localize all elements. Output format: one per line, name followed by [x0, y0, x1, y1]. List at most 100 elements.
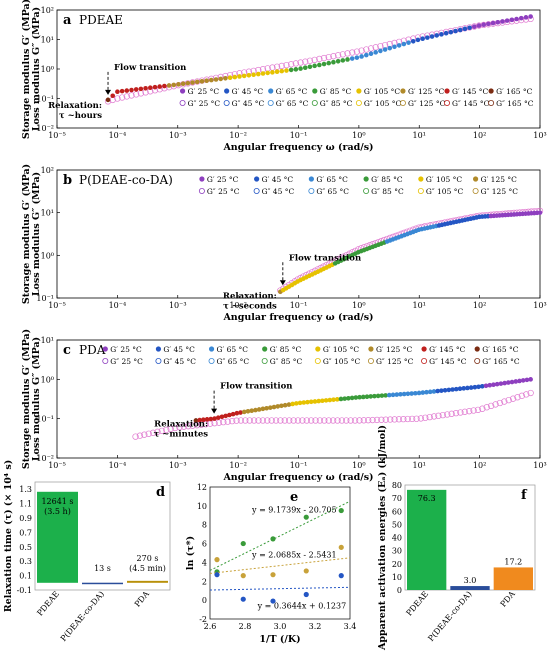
storage-point	[197, 417, 202, 423]
legend-loss-label: G″ 45 °C	[262, 187, 295, 196]
storage-point	[260, 71, 266, 76]
legend-loss-label: G″ 85 °C	[270, 357, 303, 366]
storage-point	[115, 89, 120, 94]
legend-storage-label: G′ 45 °C	[262, 175, 294, 184]
storage-point	[453, 28, 458, 34]
y-tick-label: -0.1	[17, 586, 32, 595]
storage-point	[245, 409, 251, 414]
storage-point	[256, 407, 262, 412]
y-tick-label: 1.3	[19, 485, 32, 494]
storage-point	[502, 380, 507, 386]
loss-point	[286, 417, 293, 424]
y-tick-label: 10⁻²	[36, 124, 54, 133]
y-tick-label: 10⁰	[41, 251, 54, 260]
legend-storage-label: G′ 85 °C	[371, 175, 403, 184]
storage-point	[152, 84, 158, 90]
storage-point	[308, 399, 314, 405]
loss-point	[430, 413, 438, 420]
loss-point	[123, 93, 130, 100]
legend-loss-marker	[444, 100, 451, 107]
storage-point	[157, 84, 162, 89]
y-tick-label: 10¹	[41, 36, 54, 45]
legend-storage-marker	[254, 176, 260, 182]
storage-point	[185, 80, 191, 86]
storage-point	[416, 390, 422, 396]
storage-point	[465, 385, 470, 391]
legend-loss-label: G″ 45 °C	[232, 99, 265, 108]
loss-point	[233, 417, 240, 424]
loss-point	[311, 56, 318, 63]
storage-point	[316, 398, 321, 404]
y-tick-label: 60	[392, 507, 402, 516]
legend-loss-label: G″ 85 °C	[371, 187, 404, 196]
data-point	[338, 507, 344, 514]
storage-point	[514, 16, 519, 22]
legend-loss-label: G″ 65 °C	[316, 187, 349, 196]
x-tick-label: 2.8	[239, 622, 252, 631]
bar-value-label: 76.3	[418, 494, 436, 503]
loss-point	[292, 60, 300, 67]
storage-point	[241, 409, 247, 415]
legend-storage-marker	[155, 346, 162, 352]
legend-loss-label: G″ 105 °C	[426, 187, 464, 196]
y-tick-label: 0.5	[19, 543, 32, 552]
y-tick-label: 50	[392, 520, 402, 529]
storage-point	[335, 58, 341, 64]
storage-point	[425, 35, 430, 40]
chart-a: 10⁻⁵ 10⁻⁴ 10⁻³ 10⁻² 10⁻¹ 10⁰ 10¹ 10² 10³ 10⁻² 10⁻¹…	[21, 0, 547, 153]
storage-point	[215, 415, 221, 420]
legend-loss-label: G″ 105 °C	[323, 357, 361, 366]
y-tick-label: -2	[199, 615, 207, 624]
data-point	[270, 572, 276, 578]
y-tick-label: 10²	[41, 166, 54, 175]
loss-point	[426, 413, 433, 421]
x-tick-label: 10⁻²	[229, 131, 247, 140]
x-axis-title: Angular frequency ω (rad/s)	[222, 472, 373, 483]
y-axis-title: Relaxation time (τ) (× 10⁴ s)	[3, 460, 14, 612]
storage-point	[190, 80, 195, 85]
loss-point	[303, 417, 310, 424]
chart-e: 2.6 2.8 3.0 3.2 3.4 -2 0 2 4 6 8 10 12 y = 9.1739x - …	[185, 483, 356, 645]
y-tick-label: 30	[392, 547, 402, 556]
y-tick-label: 10¹	[41, 336, 54, 345]
x-tick-label: 3.4	[344, 622, 357, 631]
chart-d: -0.1 0.1 0.3 0.5 0.7 0.9 1.1 1.3 12641 s(3.5 h) P…	[3, 460, 171, 643]
storage-point	[528, 14, 533, 19]
storage-point	[284, 68, 289, 73]
storage-point	[394, 392, 400, 397]
loss-point	[255, 417, 262, 424]
bar-value-label: 17.2	[504, 557, 522, 566]
storage-point	[119, 88, 125, 94]
storage-point	[420, 390, 426, 395]
loss-point	[306, 57, 314, 64]
loss-point	[404, 415, 411, 423]
legend-storage-marker	[474, 346, 480, 352]
loss-point	[514, 394, 521, 401]
legend-loss-marker	[314, 357, 321, 364]
storage-point	[208, 416, 214, 422]
storage-point	[415, 37, 421, 43]
loss-point	[466, 408, 473, 415]
legend-loss-marker	[253, 187, 260, 194]
storage-point	[372, 393, 377, 399]
loss-point	[290, 417, 297, 424]
y-tick-label: 0.7	[19, 528, 32, 537]
loss-point	[387, 416, 394, 423]
flow-transition-label: Flow transition	[220, 382, 292, 392]
y-tick-label: 0	[202, 596, 207, 605]
storage-point	[301, 400, 307, 405]
y-tick-label: 10⁰	[41, 375, 54, 384]
x-tick-label: 10⁻⁴	[109, 131, 127, 140]
storage-point	[429, 34, 435, 39]
legend-storage-marker	[368, 346, 374, 352]
storage-point	[340, 58, 346, 63]
loss-point	[365, 417, 372, 424]
bar-value-label: 12641 s	[41, 497, 73, 506]
legend-storage-marker	[308, 176, 314, 182]
x-tick-label: 10⁻⁴	[109, 461, 127, 470]
x-tick-label: 10¹	[413, 301, 426, 310]
storage-point	[363, 52, 369, 58]
storage-point	[124, 88, 130, 93]
loss-point	[237, 417, 245, 424]
x-tick-label: 10³	[533, 131, 546, 140]
